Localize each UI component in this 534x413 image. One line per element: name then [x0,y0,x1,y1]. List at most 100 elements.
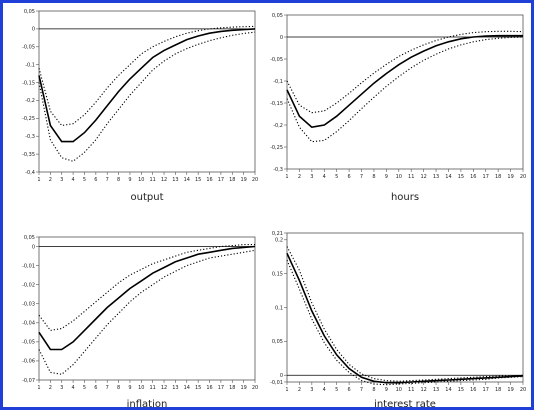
x-tick-label: 11 [149,385,155,391]
x-tick-label: 17 [218,385,224,391]
x-tick-label: 18 [229,177,235,183]
y-tick-label: 0,05 [272,339,283,345]
x-tick-label: 11 [408,174,414,180]
x-tick-label: 12 [420,174,426,180]
x-tick-label: 16 [470,174,476,180]
x-tick-label: 20 [252,177,258,183]
x-tick-label: 5 [335,387,338,393]
x-tick-label: 6 [348,387,351,393]
x-tick-label: 3 [60,177,63,183]
panel-2: 0,050-0,05-0,1-0,15-0,2-0,25-0,31 2 3 4 5 6 7 8… [270,13,526,203]
x-tick-label: 8 [117,177,120,183]
x-tick-label: 19 [507,387,513,393]
confidence-band-line [38,31,256,162]
y-tick-label: 0 [280,373,283,379]
panel-caption: interest rate [374,399,436,410]
x-tick-label: 13 [172,177,178,183]
panel-caption: hours [391,192,419,203]
x-tick-label: 17 [483,174,489,180]
x-tick-label: 2 [49,385,52,391]
x-tick-label: 14 [184,385,190,391]
x-tick-label: 1 [285,174,288,180]
y-tick-label: -0,4 [25,170,35,176]
x-tick-label: 9 [128,177,131,183]
y-tick-label: -0,1 [273,79,283,85]
y-tick-label: -0,02 [22,282,35,288]
x-tick-label: 7 [106,177,109,183]
y-tick-label: -0,05 [22,340,35,346]
chart-canvas: 0,050-0,05-0,1-0,15-0,2-0,25-0,3-0,35-0,… [22,9,526,410]
y-tick-label: -0,06 [22,359,35,365]
x-tick-label: 3 [60,385,63,391]
x-tick-label: 2 [49,177,52,183]
y-tick-label: -0,35 [22,152,35,158]
x-tick-label: 1 [37,177,40,183]
y-tick-label: 0,21 [272,231,283,237]
y-tick-label: -0,01 [22,263,35,269]
confidence-band-line [38,249,256,375]
x-tick-label: 15 [458,174,464,180]
x-tick-label: 16 [206,177,212,183]
x-tick-label: 19 [507,174,513,180]
y-tick-label: -0,25 [270,145,283,151]
panel-caption: inflation [127,399,168,410]
x-tick-label: 1 [37,385,40,391]
x-tick-label: 4 [323,174,326,180]
x-tick-label: 17 [218,177,224,183]
x-tick-label: 7 [106,385,109,391]
x-tick-label: 18 [495,387,501,393]
x-tick-label: 8 [372,174,375,180]
x-tick-label: 20 [520,174,526,180]
confidence-band-line [286,246,524,382]
x-tick-label: 11 [149,177,155,183]
x-tick-label: 10 [138,177,144,183]
x-tick-label: 7 [360,387,363,393]
response-line [38,245,256,351]
y-tick-label: -0,2 [273,123,283,129]
x-tick-label: 19 [240,177,246,183]
x-tick-label: 11 [408,387,414,393]
x-tick-label: 10 [138,385,144,391]
x-tick-label: 18 [229,385,235,391]
x-tick-label: 8 [117,385,120,391]
plot-area [38,10,256,173]
x-tick-label: 3 [310,174,313,180]
x-tick-label: 12 [161,177,167,183]
y-tick-label: -0,2 [25,98,35,104]
y-tick-label: -0,1 [25,62,35,68]
x-tick-label: 4 [323,387,326,393]
x-tick-label: 13 [433,387,439,393]
response-line [38,28,256,143]
plot-area [286,14,524,170]
panel-4: 0,210,20,150,10,050-0,011 2 3 4 5 6 7 8 9 10 11 12 1… [270,231,526,410]
x-tick-label: 16 [206,385,212,391]
y-tick-label: 0 [280,35,283,41]
x-tick-label: 9 [128,385,131,391]
y-tick-label: -0,3 [273,167,283,173]
y-tick-label: -0,03 [22,302,35,308]
y-tick-label: 0,1 [275,305,283,311]
y-tick-label: 0,05 [272,13,283,19]
confidence-band-line [38,244,255,331]
y-tick-label: -0,05 [270,57,283,63]
x-tick-label: 2 [298,174,301,180]
x-tick-label: 4 [72,177,75,183]
x-tick-label: 17 [483,387,489,393]
x-tick-label: 15 [195,177,201,183]
y-tick-label: -0,01 [270,380,283,386]
y-tick-label: 0,05 [24,9,35,15]
x-tick-label: 2 [298,387,301,393]
confidence-band-line [286,30,524,114]
panel-1: 0,05 0 -0,05 -0,1 -0,15 -0,2 -0,25 -0,3 -0,35 -0,… [22,9,258,203]
x-tick-label: 14 [445,387,451,393]
y-tick-label: -0,15 [22,80,35,86]
y-tick-label: 0 [32,244,35,250]
x-tick-label: 1 [285,387,288,393]
response-line [286,252,524,384]
x-tick-label: 15 [458,387,464,393]
x-tick-label: 12 [420,387,426,393]
x-tick-label: 13 [433,174,439,180]
y-tick-label: -0,05 [22,45,35,51]
y-tick-label: -0,3 [25,134,35,140]
